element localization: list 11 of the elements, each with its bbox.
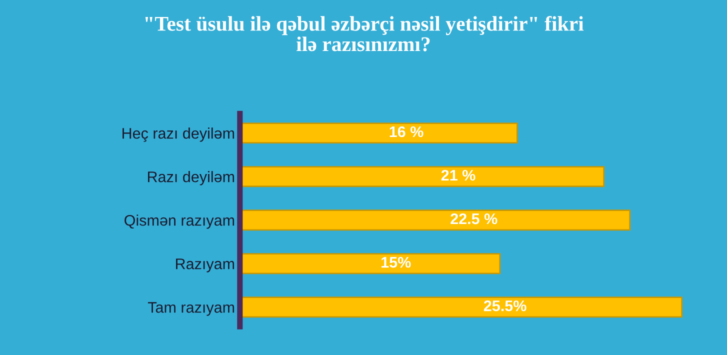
data-label: 16 %	[390, 126, 424, 138]
y-tick-label: Qismən razıyam	[124, 214, 234, 229]
data-label: 15%	[382, 256, 411, 268]
data-label: 25.5%	[484, 300, 526, 312]
y-tick-label: Razı deyiləm	[148, 171, 234, 186]
data-label: 22.5 %	[450, 213, 498, 224]
data-label: 21 %	[441, 170, 476, 181]
y-tick-label: Heç razı deyiləm	[122, 128, 234, 142]
y-tick-label: Razıyam	[176, 258, 234, 272]
chart-title: "Test üsulu ilə qəbul əzbərçi nəsil yetişdirir" fikri ilə razısınızmı?	[145, 16, 584, 52]
y-tick-label: Tam razıyam	[148, 302, 234, 316]
